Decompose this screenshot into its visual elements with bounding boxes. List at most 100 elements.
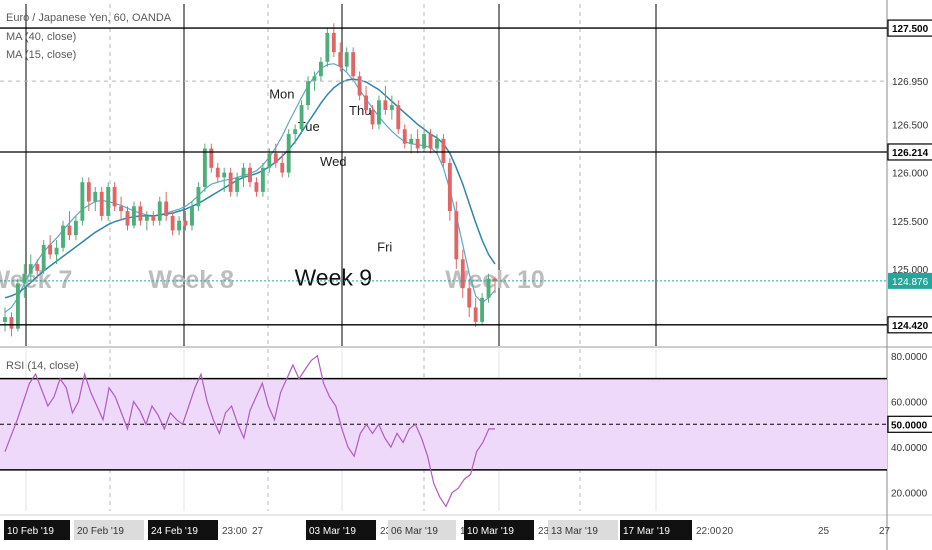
time-tick-label: 13 Mar '19 (551, 526, 598, 537)
time-tick-label: 23:00 (222, 526, 247, 537)
candle-body (170, 215, 175, 231)
candle-body (86, 182, 91, 202)
candle-body (73, 220, 78, 236)
time-tick-label: 17 Mar '19 (623, 526, 670, 537)
candle-body (177, 220, 182, 231)
time-tag (306, 520, 376, 540)
candle-body (364, 95, 368, 110)
candle-body (215, 167, 220, 178)
candles (3, 23, 497, 337)
candle-body (273, 153, 278, 163)
candle-body (428, 134, 433, 149)
candle-body (486, 278, 491, 298)
candle-body (441, 138, 446, 163)
candle-body (447, 162, 452, 212)
time-tick-label: 20 Feb '19 (77, 526, 124, 537)
symbol-legend[interactable]: Euro / Japanese Yen, 60, OANDA (6, 12, 172, 24)
candle-body (280, 162, 285, 173)
candle-body (22, 273, 27, 284)
candle-body (164, 201, 169, 216)
candle-body (293, 129, 298, 135)
candle-body (228, 172, 233, 192)
candle-body (41, 244, 46, 271)
time-tick-label: 06 Mar '19 (391, 526, 438, 537)
week-label: Week 9 (295, 264, 373, 290)
candle-body (370, 109, 375, 125)
week-label: Week 8 (148, 266, 234, 294)
last-price-tag (888, 272, 932, 289)
candle-body (331, 32, 336, 53)
candle-body (318, 61, 323, 77)
rsi-tick-label: 50.0000 (891, 420, 928, 431)
price-tick-label: 126.000 (892, 169, 929, 180)
candle-body (67, 225, 72, 236)
candle-body (325, 32, 330, 62)
ma15-legend[interactable]: MA (15, close) (6, 49, 77, 61)
candle-body (357, 76, 362, 96)
price-tick-label: 125.000 (892, 265, 929, 276)
candle-body (299, 105, 304, 130)
rsi-tick-label: 20.0000 (891, 489, 928, 500)
candle-body (435, 138, 439, 149)
candle-body (286, 134, 291, 173)
day-label: Fri (377, 240, 392, 255)
rsi-line (4, 354, 495, 508)
candle-body (190, 206, 194, 226)
candle-body (254, 182, 259, 192)
candle-body (480, 297, 485, 322)
candle-body (422, 134, 427, 149)
rsi-legend[interactable]: RSI (14, close) (6, 360, 79, 372)
week-label: Week 7 (0, 266, 72, 294)
candle-body (202, 148, 207, 188)
rsi-tick-label: 40.0000 (891, 443, 928, 454)
candle-body (312, 76, 317, 82)
time-tag (148, 520, 218, 540)
price-tick-label: 124.876 (892, 277, 929, 288)
time-tick-label: 20 (722, 526, 734, 537)
rsi-tick-label: 80.0000 (891, 352, 928, 363)
candle-body (54, 247, 59, 255)
ma40-legend[interactable]: MA (40, close) (6, 31, 77, 43)
candle-body (351, 52, 356, 77)
candle-body (48, 244, 53, 255)
rsi-tick-label: 60.0000 (891, 397, 928, 408)
candle-body (267, 153, 272, 168)
time-tag (388, 520, 456, 540)
candle-body (132, 206, 136, 226)
candle-body (383, 100, 388, 110)
time-tag (74, 520, 144, 540)
candle-body (389, 105, 394, 110)
candle-body (235, 177, 240, 192)
candle-body (196, 187, 201, 207)
candle-body (144, 215, 149, 221)
time-tick-label: 03 Mar '19 (309, 526, 356, 537)
candle-body (183, 220, 188, 226)
time-tag (620, 520, 692, 540)
candle-body (9, 317, 14, 329)
time-tick-label: 27 (879, 526, 891, 537)
candle-body (112, 187, 117, 207)
candle-body (460, 259, 465, 289)
candle-body (377, 100, 381, 125)
candle-body (338, 52, 343, 67)
candle-body (28, 264, 33, 274)
candle-body (467, 288, 472, 308)
candle-body (119, 206, 123, 212)
price-level-tag (887, 19, 932, 37)
candle-body (151, 215, 156, 221)
candle-body (61, 225, 65, 248)
price-level-tag (887, 143, 932, 161)
candle-body (396, 105, 401, 130)
time-tick-label: 10 Mar '19 (467, 526, 514, 537)
price-axis[interactable]: 127.500 126.950 126.500 126.214 126.000 125.5… (887, 19, 932, 500)
candle-body (241, 167, 246, 178)
candle-body (493, 278, 497, 282)
day-label: Mon (269, 86, 294, 101)
candle-body (106, 187, 111, 216)
candle-body (209, 148, 214, 168)
candle-body (138, 206, 143, 221)
time-tag (4, 520, 70, 540)
candle-body (15, 283, 20, 329)
